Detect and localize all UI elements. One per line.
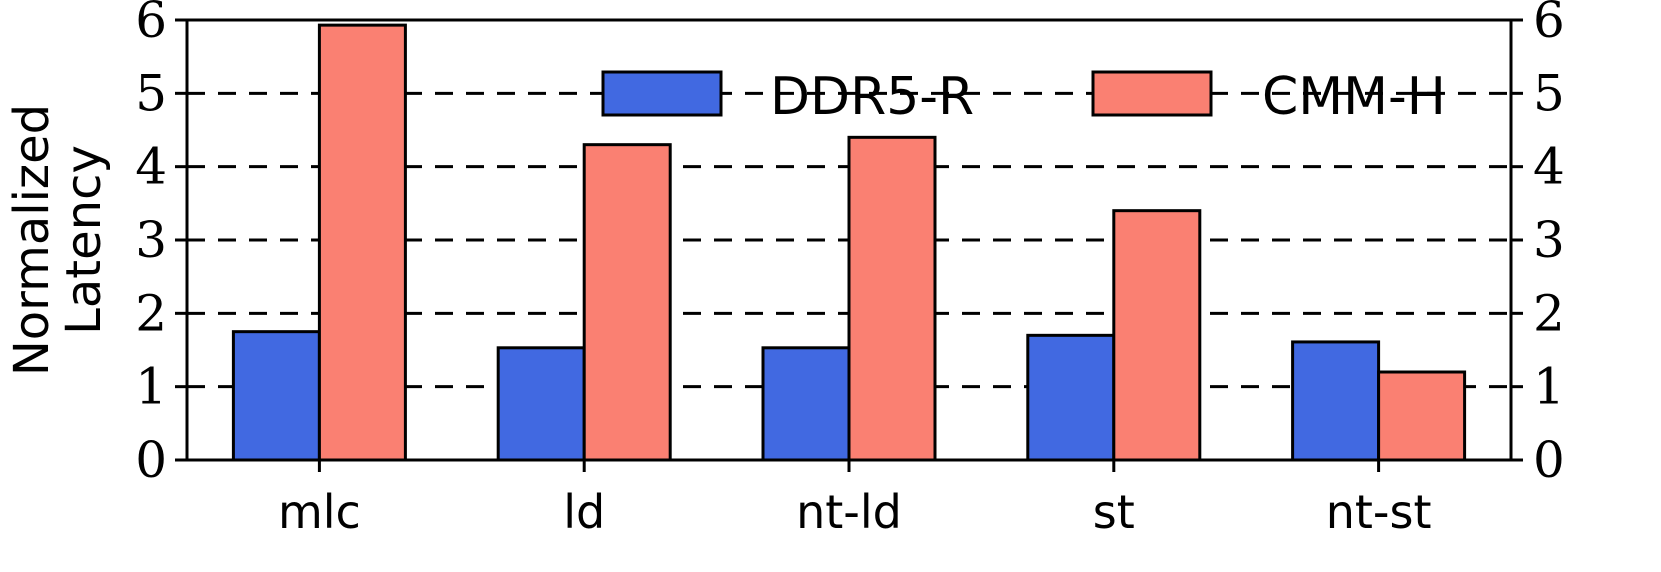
bars [231,23,1467,462]
y-tick-label-left: 0 [135,431,167,489]
x-tick-label: nt-ld [796,485,902,539]
y-tick-label-left: 3 [135,211,167,269]
y-axis-label: Normalized Latency [4,104,112,376]
x-tick-label: ld [563,485,605,539]
bar-cmm-h-nt-ld [847,135,937,462]
bar-ddr5-r-st [1026,333,1116,462]
y-tick-label-left: 4 [135,138,167,196]
ticks: mlc ld nt-ld st nt-st 0 0 1 1 2 2 3 3 4 4 5 5 6 6 [135,0,1565,539]
y-tick-label-right: 6 [1533,0,1565,49]
bar-cmm-h-nt-st [1377,370,1467,462]
y-tick-label-right: 0 [1533,431,1565,489]
y-tick-label-right: 3 [1533,211,1565,269]
x-tick-label: st [1093,485,1135,539]
legend-label-cmm-h: CMM-H [1262,67,1446,127]
legend-swatch-cmm-h [1091,70,1213,117]
y-tick-label-right: 1 [1533,358,1565,416]
bar-ddr5-r-nt-st [1291,340,1381,462]
y-axis-label-line-1: Normalized [4,104,60,376]
bar-ddr5-r-ld [496,346,586,462]
legend: DDR5-R CMM-H [601,67,1446,127]
y-tick-label-left: 6 [135,0,167,49]
bar-cmm-h-ld [582,143,672,462]
y-axis-label-line-2: Latency [56,145,112,335]
y-tick-label-right: 5 [1533,64,1565,122]
y-tick-label-right: 4 [1533,138,1565,196]
y-tick-label-right: 2 [1533,284,1565,342]
bar-cmm-h-st [1112,209,1202,462]
bar-ddr5-r-nt-ld [761,346,851,462]
x-tick-label: mlc [278,485,361,539]
x-tick-label: nt-st [1326,485,1432,539]
legend-label-ddr5-r: DDR5-R [770,67,974,127]
y-tick-label-left: 1 [135,358,167,416]
y-tick-label-left: 2 [135,284,167,342]
legend-swatch-ddr5-r [601,70,723,117]
y-tick-label-left: 5 [135,64,167,122]
bar-cmm-h-mlc [317,23,407,462]
bar-ddr5-r-mlc [231,330,321,462]
